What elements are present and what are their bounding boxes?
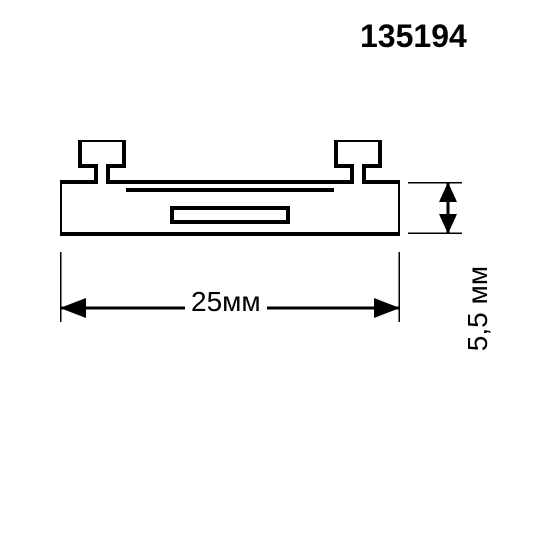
profile-outline bbox=[60, 140, 400, 234]
dim-width-arrow-left bbox=[60, 298, 86, 318]
dim-height-arrow-top bbox=[439, 182, 457, 202]
dim-width-label: 25мм bbox=[185, 286, 267, 318]
profile-holder bbox=[60, 140, 400, 265]
dim-height-arrow-bottom bbox=[439, 214, 457, 234]
dim-width-arrow-right bbox=[374, 298, 400, 318]
profile-svg bbox=[60, 140, 400, 260]
profile-inner-rect bbox=[172, 208, 288, 222]
dim-height-svg bbox=[408, 182, 472, 234]
part-number: 135194 bbox=[360, 18, 467, 55]
dim-height-label: 5,5 мм bbox=[462, 266, 494, 351]
diagram-canvas: 135194 25мм 5,5 мм bbox=[0, 0, 540, 540]
dim-height-holder bbox=[408, 182, 472, 239]
